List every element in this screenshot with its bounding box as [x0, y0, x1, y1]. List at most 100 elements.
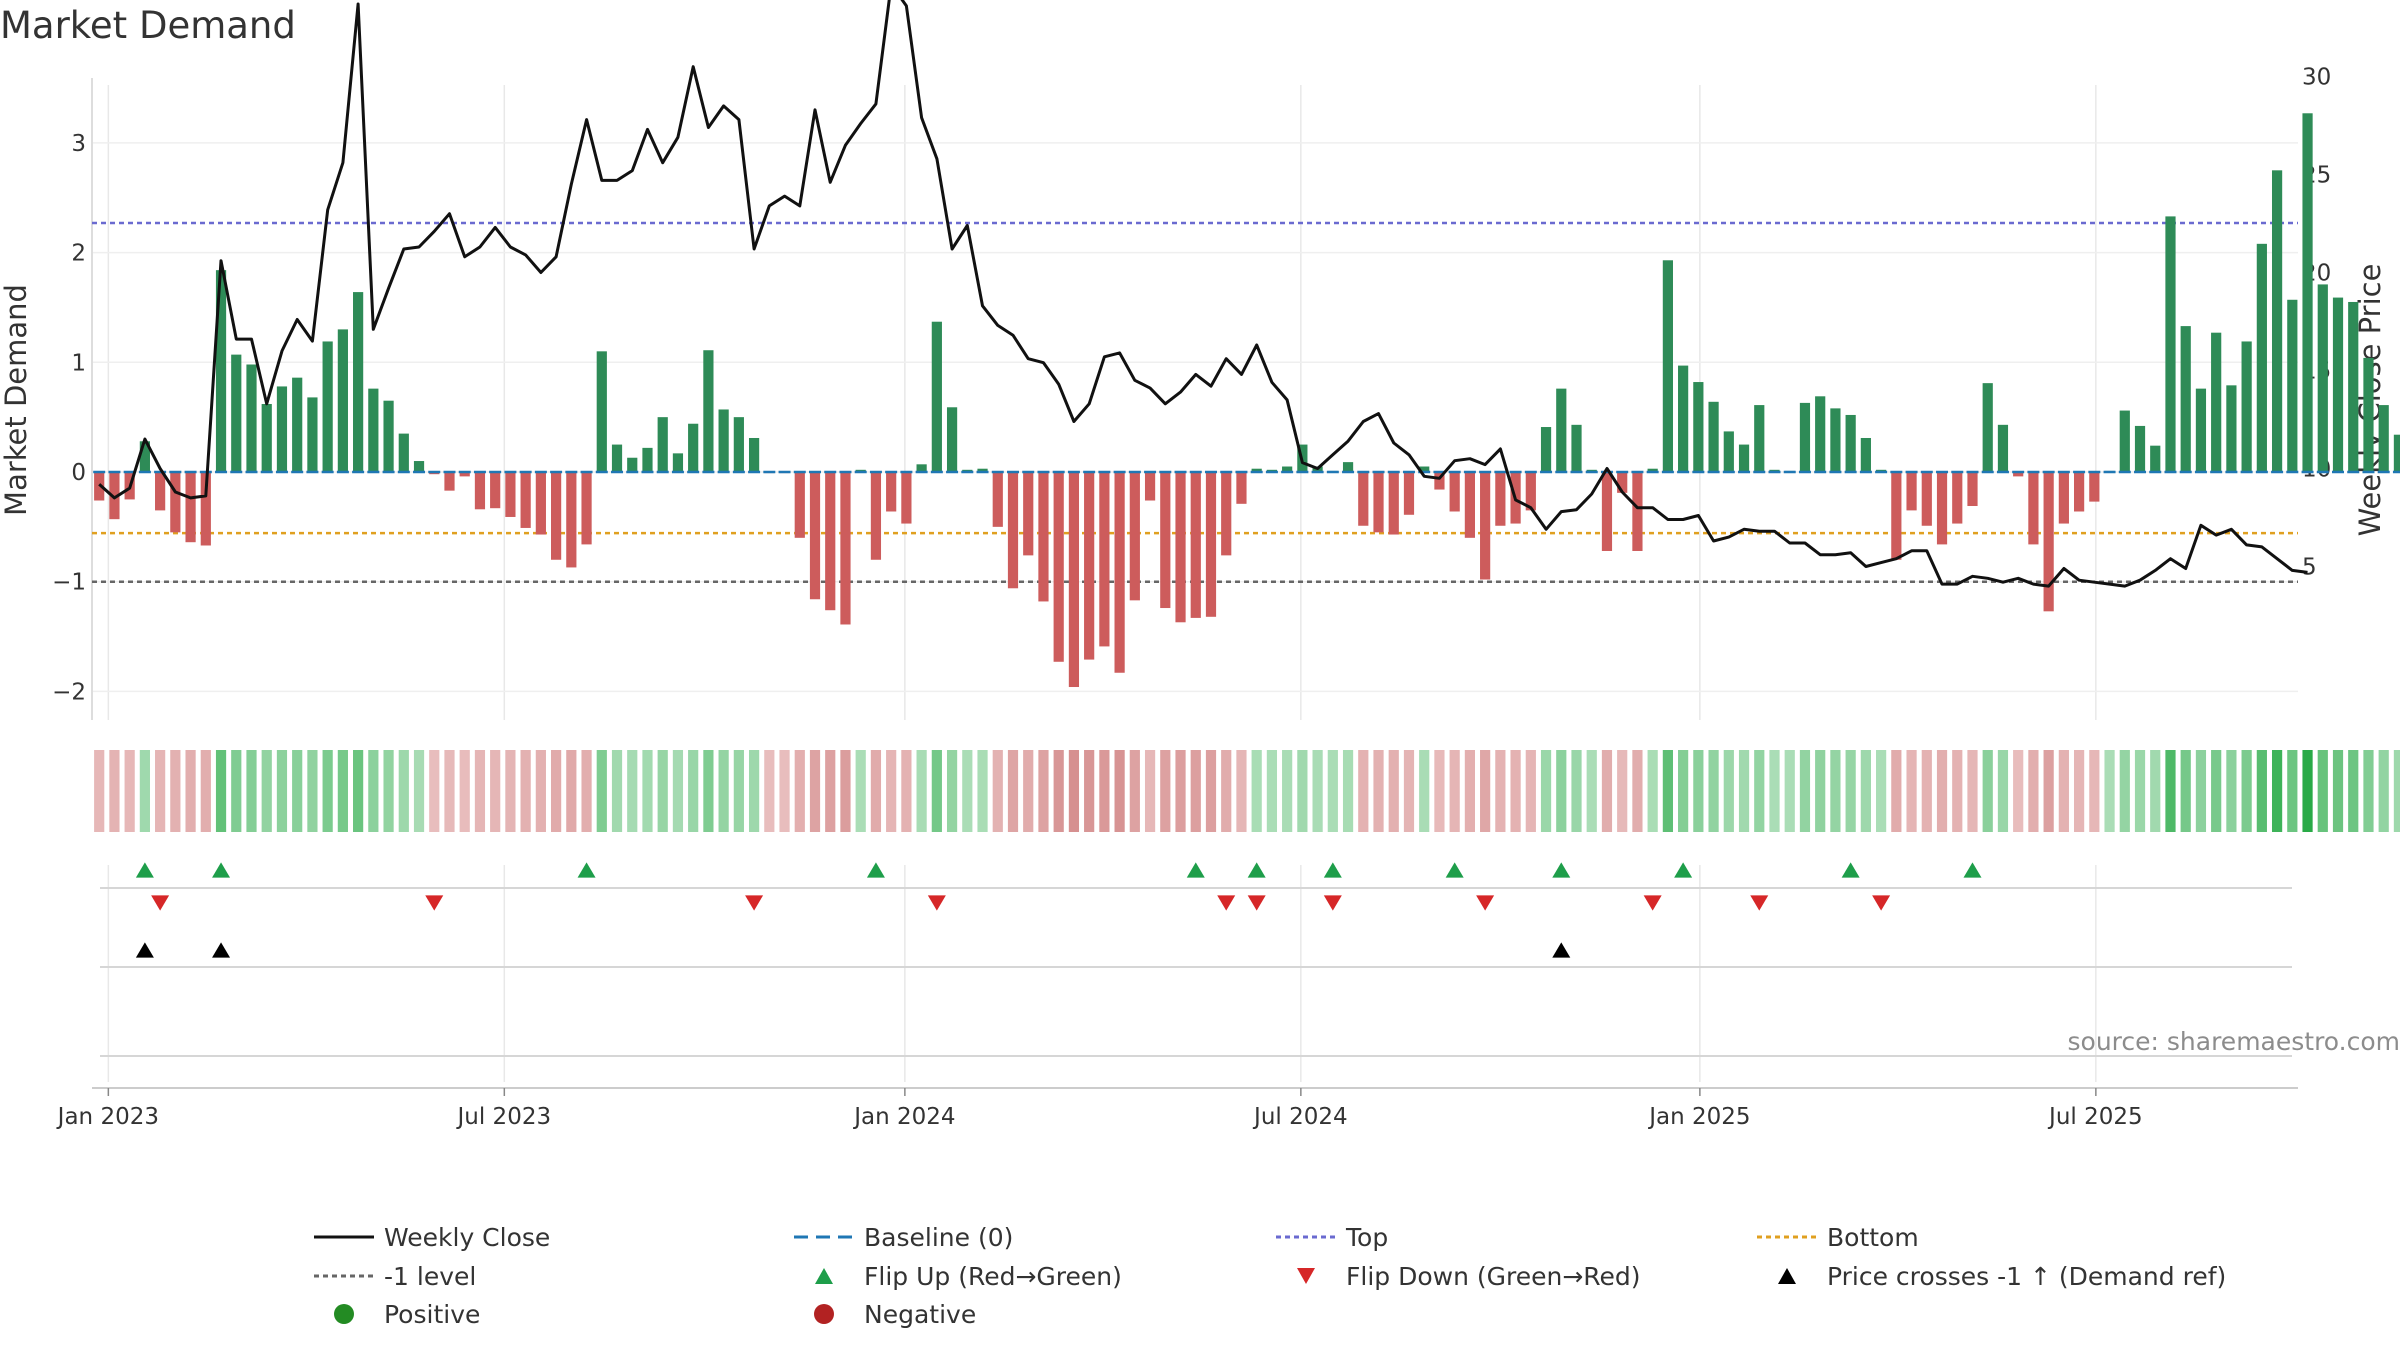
heat-cell [733, 750, 744, 832]
heat-cell [825, 750, 836, 832]
flip-up-marker [866, 862, 885, 878]
demand-bar [1251, 468, 1262, 472]
demand-bar [931, 321, 942, 472]
price-cross-marker [212, 942, 231, 958]
heat-cell [2363, 750, 2374, 832]
heat-cell [2180, 750, 2191, 832]
demand-bar [200, 472, 211, 546]
heat-cell [1601, 750, 1613, 832]
heat-cell [170, 750, 181, 832]
demand-bar [1449, 472, 1460, 512]
demand-bar [215, 270, 227, 472]
demand-bar [1236, 472, 1247, 504]
demand-bar [840, 472, 851, 625]
demand-bar [307, 397, 318, 472]
demand-bar [1282, 466, 1293, 472]
x-tick-label: Jan 2023 [56, 1104, 159, 1130]
demand-bar [1936, 472, 1948, 545]
heat-cell [1982, 750, 1993, 832]
demand-bar [627, 457, 638, 472]
demand-bar [2287, 299, 2298, 472]
heat-cell [1632, 750, 1643, 832]
left-tick-label: 1 [71, 350, 86, 376]
flip-up-marker [1247, 862, 1266, 878]
weekly-close-line [98, 0, 2308, 588]
left-tick-label: 2 [71, 241, 86, 267]
heat-cell [2104, 750, 2115, 832]
demand-bar [1480, 472, 1491, 580]
demand-bar [2089, 472, 2100, 502]
flip-down-marker [927, 895, 946, 911]
heat-cell [1053, 750, 1064, 832]
legend-label: Baseline (0) [864, 1223, 1013, 1252]
heat-cell [1891, 750, 1902, 832]
demand-bar [2226, 385, 2237, 472]
demand-bar [2043, 472, 2054, 612]
legend-label: -1 level [384, 1262, 476, 1291]
demand-bar [1540, 427, 1552, 472]
demand-bar [1190, 472, 1201, 618]
heat-cell [1540, 750, 1552, 832]
legend-flip-down-swatch [1297, 1268, 1315, 1284]
demand-bar [1693, 382, 1704, 472]
demand-bar [1799, 402, 1811, 472]
heat-cell [1921, 750, 1932, 832]
heat-cell [413, 750, 425, 832]
heat-cell [307, 750, 318, 832]
demand-bar [1403, 472, 1415, 515]
demand-bar [2150, 445, 2161, 472]
demand-bar [2241, 341, 2252, 472]
heat-cell [1936, 750, 1948, 832]
heat-cell [1845, 750, 1856, 832]
demand-bar [901, 472, 912, 524]
demand-bar [246, 364, 257, 472]
demand-bar [413, 461, 425, 472]
demand-bar [2165, 216, 2176, 472]
heat-cell [581, 750, 592, 832]
demand-bar [1160, 472, 1171, 609]
heat-cell [596, 750, 607, 832]
demand-bar [886, 472, 897, 512]
left-axis-label: Market Demand [0, 284, 33, 516]
heat-cell [261, 750, 272, 832]
heat-cell [1830, 750, 1841, 832]
demand-bar [1084, 472, 1095, 660]
demand-bar [1708, 401, 1719, 472]
demand-bar [2211, 332, 2222, 472]
demand-bar [596, 351, 607, 472]
demand-bar [368, 388, 379, 472]
heat-cell [215, 750, 227, 832]
demand-bar [566, 472, 577, 568]
heat-cell [1480, 750, 1491, 832]
demand-bar [2317, 284, 2328, 472]
heat-cell [1129, 750, 1140, 832]
demand-bar [1830, 408, 1841, 472]
flip-down-marker [745, 895, 764, 911]
flip-up-marker [212, 862, 231, 878]
heat-cell [688, 750, 699, 832]
x-tick-label: Jul 2024 [1252, 1104, 1348, 1130]
heat-cell [1144, 750, 1156, 832]
heat-cell [2302, 750, 2313, 832]
heat-cell [429, 750, 440, 832]
heat-cell [2119, 750, 2130, 832]
demand-bar [1221, 472, 1232, 556]
heat-cell [870, 750, 882, 832]
heat-cell [292, 750, 303, 832]
heat-cell [2332, 750, 2344, 832]
flip-down-marker [425, 895, 444, 911]
heat-cell [2256, 750, 2267, 832]
demand-bar [2393, 434, 2400, 472]
heat-cell [1876, 750, 1887, 832]
demand-bar [794, 472, 805, 538]
heat-cell [124, 750, 135, 832]
demand-bar [1723, 431, 1734, 472]
heat-cell [490, 750, 501, 832]
heat-cell [1617, 750, 1628, 832]
heat-cell [1358, 750, 1369, 832]
heat-cell [1190, 750, 1201, 832]
heat-cell [2165, 750, 2176, 832]
x-tick-label: Jan 2025 [1647, 1104, 1750, 1130]
demand-bar [490, 472, 501, 509]
